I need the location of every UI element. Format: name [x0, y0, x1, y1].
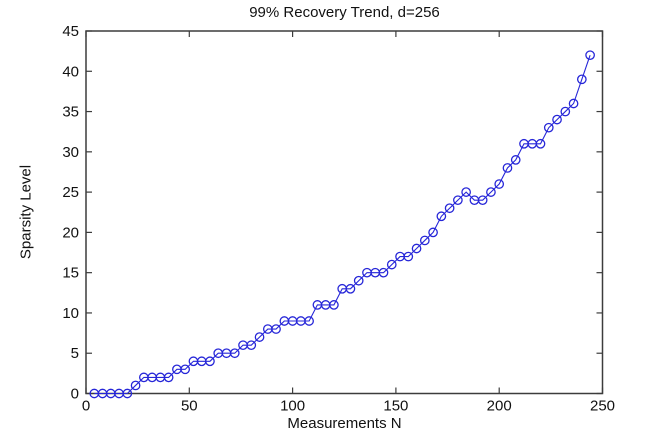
y-tick-label: 30	[62, 144, 79, 161]
data-point-marker	[535, 138, 546, 149]
data-point-marker	[543, 122, 554, 133]
data-point-marker	[436, 211, 447, 222]
x-tick-label: 250	[590, 398, 615, 415]
data-point-marker	[345, 283, 356, 294]
data-point-marker	[386, 259, 397, 270]
y-tick-label: 10	[62, 305, 79, 322]
data-point-marker	[304, 316, 314, 326]
data-point-marker	[411, 243, 422, 254]
data-point-marker	[552, 114, 562, 125]
data-point-marker	[329, 300, 339, 310]
data-point-marker	[205, 356, 215, 367]
y-tick-label: 40	[62, 63, 79, 80]
data-point-marker	[502, 163, 513, 173]
chart-title: 99% Recovery Trend, d=256	[249, 4, 440, 21]
data-point-marker	[461, 187, 471, 197]
data-point-marker	[585, 50, 595, 61]
data-point-marker	[444, 203, 455, 214]
x-tick-label: 0	[82, 398, 90, 415]
data-point-marker	[378, 267, 389, 278]
y-tick-label: 20	[62, 224, 79, 241]
y-axis-label: Sparsity Level	[17, 164, 35, 260]
data-point-marker	[560, 106, 571, 117]
axes-box	[85, 30, 604, 395]
x-axis-label: Measurements N	[287, 415, 402, 432]
data-point-marker	[419, 235, 430, 246]
data-point-marker	[576, 74, 587, 85]
data-point-marker	[271, 324, 281, 334]
data-line	[94, 54, 591, 395]
data-point-marker	[163, 372, 174, 383]
y-tick-label: 5	[71, 345, 79, 362]
data-point-marker	[246, 340, 257, 351]
data-point-marker	[510, 155, 521, 165]
y-tick-label: 15	[62, 265, 79, 282]
x-tick-label: 150	[383, 398, 408, 415]
x-tick-label: 200	[487, 398, 512, 415]
data-point-marker	[180, 364, 191, 375]
data-point-marker	[428, 227, 438, 238]
data-point-marker	[229, 348, 240, 359]
data-point-marker	[453, 195, 463, 206]
x-tick-label: 50	[181, 398, 198, 415]
x-tick-label: 100	[280, 398, 305, 415]
data-point-marker	[122, 388, 133, 399]
y-tick-label: 25	[62, 184, 79, 201]
data-point-marker	[353, 275, 364, 286]
y-tick-label: 35	[62, 104, 79, 121]
data-point-marker	[403, 251, 414, 262]
data-point-marker	[254, 332, 265, 342]
data-point-marker	[494, 179, 505, 189]
data-point-marker	[568, 98, 579, 109]
data-point-marker	[130, 380, 141, 391]
data-point-marker	[486, 187, 496, 197]
y-tick-label: 0	[71, 386, 79, 403]
data-point-marker	[477, 195, 488, 206]
y-tick-label: 45	[62, 23, 79, 40]
